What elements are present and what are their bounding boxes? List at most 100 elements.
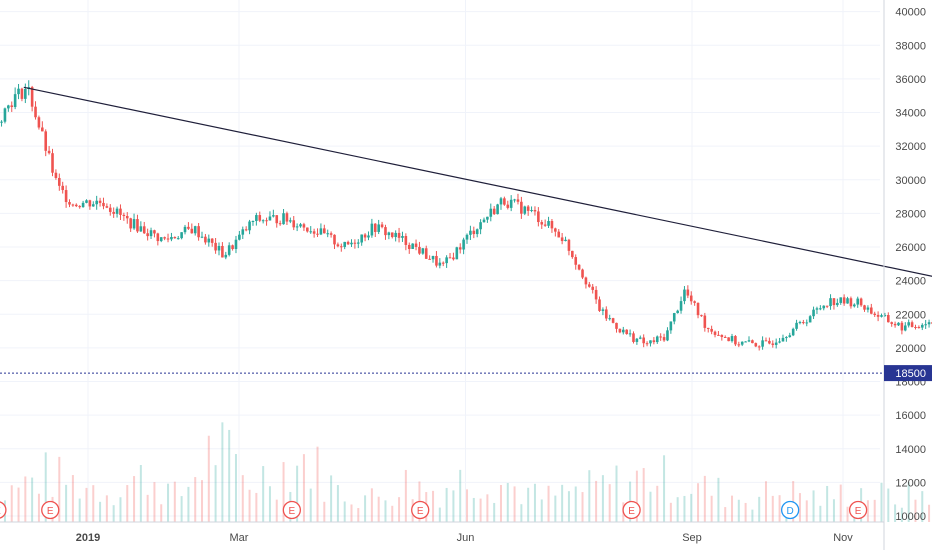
volume-bar [697, 483, 700, 522]
y-tick-label: 22000 [895, 309, 926, 321]
trendlines[interactable] [23, 86, 932, 482]
earnings-marker[interactable] [622, 500, 641, 520]
candle-body [421, 248, 425, 254]
candle-body [730, 336, 734, 342]
volume-bar [798, 493, 801, 522]
y-tick-label: 38000 [895, 40, 926, 52]
candle-body [285, 213, 289, 222]
candle-body [608, 318, 612, 320]
candle-body [78, 206, 81, 208]
candle-body [832, 298, 836, 306]
candle-body [187, 226, 190, 229]
volume-bar [398, 497, 401, 522]
candle-body [577, 264, 581, 270]
event-markers[interactable]: EEEEEDEEEDE [0, 500, 932, 520]
candle-body [435, 255, 438, 266]
candle-body [37, 117, 41, 128]
volume-bar [839, 484, 842, 522]
candle-body [431, 255, 435, 260]
candle-body [448, 257, 452, 259]
volume-bar [764, 481, 767, 522]
candle-body [441, 262, 445, 264]
candle-body [523, 206, 527, 214]
volume-bar [459, 469, 462, 522]
volume-bar [432, 490, 435, 522]
candle-body [458, 247, 462, 250]
candle-body [537, 211, 540, 223]
y-tick-label: 16000 [895, 410, 926, 422]
candle-body [805, 322, 809, 324]
candle-body [571, 250, 574, 258]
volume-bar [330, 475, 333, 522]
volume-bar [663, 455, 666, 522]
volume-bar [472, 497, 475, 522]
candle-body [0, 121, 3, 123]
y-tick-label: 24000 [895, 276, 926, 288]
candle-body [10, 105, 14, 108]
y-tick-label: 28000 [895, 208, 926, 220]
candle-body [306, 227, 309, 232]
candle-body [557, 231, 561, 238]
candle-body [611, 318, 615, 323]
candle-body [329, 233, 333, 235]
candle-body [632, 333, 635, 342]
volume-bar [221, 422, 224, 522]
candle-body [672, 313, 676, 322]
candle-body [621, 329, 625, 333]
candle-body [272, 215, 275, 217]
earnings-marker[interactable] [848, 500, 868, 520]
candle-body [132, 219, 136, 229]
volume-bar [533, 483, 536, 522]
y-tick-label: 32000 [895, 141, 926, 153]
candle-body [601, 309, 605, 311]
volume-bar [133, 476, 136, 522]
candle-body [866, 307, 870, 310]
earnings-marker[interactable] [411, 500, 430, 520]
grid [0, 0, 880, 522]
candle-body [859, 298, 863, 306]
x-tick-label: 2019 [76, 532, 100, 544]
earnings-marker[interactable] [41, 500, 60, 520]
candle-body [24, 88, 27, 99]
candle-body [227, 245, 231, 255]
y-tick-label: 10000 [895, 511, 926, 523]
candle-body [363, 234, 367, 238]
candle-body [533, 210, 537, 212]
candle-body [472, 230, 476, 235]
volume-bar [377, 496, 380, 522]
earnings-marker[interactable] [0, 501, 7, 519]
volume-bar [506, 482, 509, 522]
earnings-marker-label: E [0, 506, 1, 517]
candle-body [781, 337, 785, 342]
candle-body [173, 237, 177, 239]
volume-bar [635, 470, 638, 522]
candle-body [221, 245, 224, 258]
volume-bar [880, 482, 883, 522]
volume-bar [928, 504, 931, 522]
candle-body [588, 284, 591, 287]
volume-bar [364, 495, 367, 522]
volume-bar [146, 494, 149, 522]
candle-body [418, 246, 421, 254]
dividend-marker-label: D [787, 506, 794, 517]
candle-body [302, 224, 306, 228]
volume-bar [248, 489, 251, 522]
trendline[interactable] [23, 86, 932, 410]
volume-bar [778, 495, 781, 522]
candle-body [356, 242, 360, 244]
volume-bar [370, 488, 373, 522]
earnings-marker[interactable] [282, 500, 302, 520]
volume-bar [499, 484, 502, 522]
volume-bar [819, 505, 822, 522]
candle-body [486, 216, 489, 220]
candle-body [407, 244, 411, 249]
candle-body [183, 226, 187, 233]
candle-body [149, 230, 153, 237]
candle-body [713, 331, 717, 335]
candle-body [424, 248, 428, 259]
volume-bar [554, 495, 557, 522]
dividend-marker[interactable] [781, 500, 800, 520]
candle-body [340, 246, 343, 248]
